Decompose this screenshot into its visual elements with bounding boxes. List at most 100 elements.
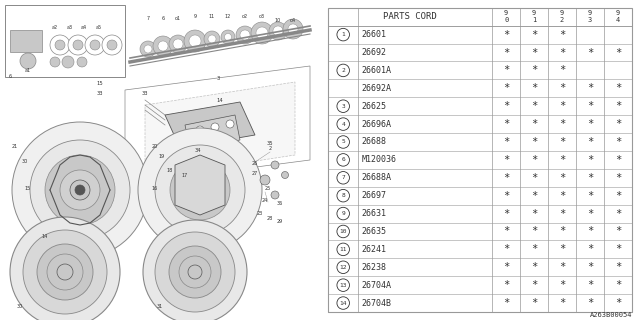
Text: *: * (615, 47, 621, 58)
Text: *: * (531, 83, 537, 93)
Text: A263B00054: A263B00054 (589, 312, 632, 318)
Text: 18: 18 (167, 168, 173, 173)
Text: 13: 13 (339, 283, 347, 288)
Circle shape (77, 57, 87, 67)
Circle shape (189, 35, 201, 47)
Text: 20: 20 (152, 144, 158, 149)
Circle shape (184, 30, 206, 52)
Circle shape (337, 154, 349, 166)
Circle shape (337, 297, 349, 309)
Circle shape (240, 30, 250, 40)
Text: a3: a3 (67, 25, 73, 30)
Circle shape (47, 254, 83, 290)
Text: a1: a1 (25, 68, 31, 73)
Circle shape (273, 26, 283, 36)
Circle shape (337, 136, 349, 148)
Text: 3: 3 (341, 104, 345, 109)
Text: 9: 9 (341, 211, 345, 216)
Text: 12: 12 (339, 265, 347, 270)
Circle shape (55, 40, 65, 50)
Circle shape (179, 256, 211, 288)
Text: *: * (531, 298, 537, 308)
Circle shape (107, 40, 117, 50)
Text: *: * (587, 47, 593, 58)
Circle shape (337, 279, 349, 292)
Text: 6: 6 (161, 16, 164, 21)
Text: a2: a2 (52, 25, 58, 30)
Text: *: * (559, 244, 565, 254)
Circle shape (68, 35, 88, 55)
Text: *: * (531, 244, 537, 254)
Text: *: * (615, 244, 621, 254)
Polygon shape (165, 102, 255, 148)
Circle shape (85, 35, 105, 55)
Text: *: * (559, 65, 565, 76)
Text: 29: 29 (277, 219, 283, 224)
Text: 26241: 26241 (362, 245, 387, 254)
Text: *: * (531, 65, 537, 76)
Text: 9
2: 9 2 (560, 10, 564, 23)
Polygon shape (125, 66, 310, 184)
Text: *: * (615, 155, 621, 165)
Text: *: * (503, 83, 509, 93)
Text: *: * (587, 227, 593, 236)
Text: *: * (559, 30, 565, 40)
Text: 5: 5 (341, 140, 345, 145)
Text: 26696A: 26696A (362, 120, 392, 129)
Text: *: * (615, 173, 621, 183)
Bar (10, 30, 42, 52)
Text: 9
4: 9 4 (616, 10, 620, 23)
Text: *: * (559, 155, 565, 165)
Text: *: * (587, 209, 593, 219)
Polygon shape (175, 155, 225, 215)
Text: 33: 33 (141, 91, 148, 96)
Text: *: * (531, 191, 537, 201)
Text: 11: 11 (209, 14, 215, 19)
Text: 27: 27 (252, 171, 258, 176)
Circle shape (12, 122, 148, 258)
Text: *: * (587, 155, 593, 165)
Circle shape (102, 35, 122, 55)
Text: 7: 7 (147, 16, 150, 21)
Text: 14: 14 (42, 234, 48, 239)
Text: *: * (503, 244, 509, 254)
Text: o4: o4 (290, 18, 296, 23)
Circle shape (236, 26, 254, 44)
Text: *: * (587, 298, 593, 308)
Text: *: * (559, 83, 565, 93)
Circle shape (337, 243, 349, 256)
Text: 6: 6 (8, 74, 12, 79)
Text: 26238: 26238 (362, 263, 387, 272)
Text: 1: 1 (341, 32, 345, 37)
Circle shape (60, 170, 100, 210)
Text: *: * (531, 173, 537, 183)
Text: *: * (615, 209, 621, 219)
Circle shape (153, 36, 173, 56)
Circle shape (251, 22, 273, 44)
Circle shape (50, 35, 70, 55)
Text: *: * (503, 227, 509, 236)
Circle shape (185, 175, 215, 205)
Circle shape (193, 183, 207, 197)
Text: o1: o1 (175, 16, 181, 21)
Text: 26625: 26625 (362, 102, 387, 111)
Text: *: * (587, 280, 593, 290)
Text: 30: 30 (17, 304, 23, 309)
Circle shape (169, 35, 187, 53)
Text: o3: o3 (259, 14, 265, 19)
Text: 30: 30 (22, 159, 28, 164)
Text: PARTS CORD: PARTS CORD (383, 12, 437, 21)
Circle shape (337, 118, 349, 130)
Text: *: * (531, 137, 537, 147)
Text: 26601: 26601 (362, 30, 387, 39)
Text: *: * (503, 101, 509, 111)
Circle shape (337, 189, 349, 202)
Text: *: * (559, 119, 565, 129)
Circle shape (158, 41, 168, 51)
Circle shape (170, 160, 230, 220)
Text: 26697: 26697 (362, 191, 387, 200)
Text: 35: 35 (267, 141, 273, 146)
Circle shape (75, 185, 85, 195)
Text: *: * (615, 137, 621, 147)
Circle shape (337, 64, 349, 77)
